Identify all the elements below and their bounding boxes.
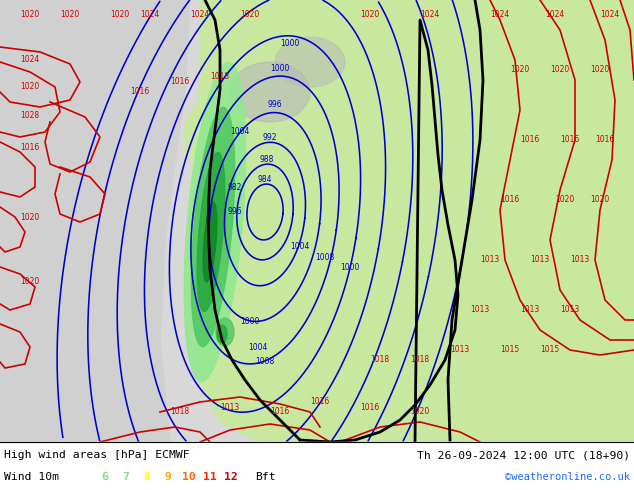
Text: 1015: 1015 xyxy=(540,345,560,354)
Text: 1016: 1016 xyxy=(131,88,150,97)
Text: Th 26-09-2024 12:00 UTC (18+90): Th 26-09-2024 12:00 UTC (18+90) xyxy=(417,450,630,461)
Text: 1013: 1013 xyxy=(470,305,489,315)
Text: 12: 12 xyxy=(224,472,238,482)
Bar xyxy=(0,442,634,490)
Text: 1020: 1020 xyxy=(240,10,260,20)
Text: 1020: 1020 xyxy=(510,66,529,74)
Text: 1013: 1013 xyxy=(521,305,540,315)
Text: 1028: 1028 xyxy=(20,111,39,120)
Text: 1024: 1024 xyxy=(140,10,160,20)
Polygon shape xyxy=(185,82,250,162)
Polygon shape xyxy=(0,0,100,60)
Text: 1020: 1020 xyxy=(60,10,80,20)
Text: 992: 992 xyxy=(262,132,277,142)
Text: 1020: 1020 xyxy=(20,82,39,92)
Text: 1024: 1024 xyxy=(490,10,510,20)
Ellipse shape xyxy=(230,62,310,122)
Text: 1020: 1020 xyxy=(590,196,610,204)
Ellipse shape xyxy=(217,325,227,343)
Text: 1020: 1020 xyxy=(550,66,569,74)
Text: 11: 11 xyxy=(203,472,217,482)
Ellipse shape xyxy=(216,318,234,346)
Text: 6: 6 xyxy=(101,472,108,482)
Ellipse shape xyxy=(191,107,235,346)
Polygon shape xyxy=(0,0,190,442)
Text: 1000: 1000 xyxy=(280,40,300,49)
Text: 1004: 1004 xyxy=(290,243,309,251)
Text: 1016: 1016 xyxy=(560,136,579,145)
Text: Bft: Bft xyxy=(255,472,276,482)
Polygon shape xyxy=(240,0,420,90)
Text: 1016: 1016 xyxy=(311,397,330,407)
Text: 1016: 1016 xyxy=(521,136,540,145)
Text: 1016: 1016 xyxy=(360,402,380,412)
Text: Wind 10m: Wind 10m xyxy=(4,472,59,482)
Text: 1013: 1013 xyxy=(450,345,470,354)
Text: 1008: 1008 xyxy=(315,252,335,262)
Text: 1000: 1000 xyxy=(340,263,359,271)
Text: 1020: 1020 xyxy=(590,66,610,74)
Polygon shape xyxy=(185,0,634,442)
Text: High wind areas [hPa] ECMWF: High wind areas [hPa] ECMWF xyxy=(4,450,190,461)
Text: 984: 984 xyxy=(258,175,272,185)
Text: 1024: 1024 xyxy=(545,10,565,20)
Ellipse shape xyxy=(203,202,217,282)
Ellipse shape xyxy=(275,37,345,87)
Text: 1015: 1015 xyxy=(500,345,520,354)
Ellipse shape xyxy=(184,63,246,381)
Text: ©weatheronline.co.uk: ©weatheronline.co.uk xyxy=(505,472,630,482)
Text: 1004: 1004 xyxy=(230,127,250,137)
Text: 1000: 1000 xyxy=(240,318,260,326)
Text: 1018: 1018 xyxy=(410,356,430,365)
Text: 982: 982 xyxy=(228,182,242,192)
Text: 9: 9 xyxy=(165,472,171,482)
Text: 1024: 1024 xyxy=(190,10,210,20)
Ellipse shape xyxy=(197,152,225,312)
Text: 1016: 1016 xyxy=(171,77,190,87)
Text: 1008: 1008 xyxy=(256,358,275,367)
Text: 988: 988 xyxy=(260,154,274,164)
Text: 1013: 1013 xyxy=(481,255,500,265)
Text: 1016: 1016 xyxy=(595,136,614,145)
Text: 1018: 1018 xyxy=(370,356,389,365)
Text: 996: 996 xyxy=(228,207,242,217)
Text: 1024: 1024 xyxy=(600,10,619,20)
Text: 1024: 1024 xyxy=(420,10,439,20)
Text: 1018: 1018 xyxy=(210,73,230,81)
Text: 1020: 1020 xyxy=(360,10,380,20)
Text: 1020: 1020 xyxy=(110,10,129,20)
Text: 1013: 1013 xyxy=(560,305,579,315)
Text: 1013: 1013 xyxy=(531,255,550,265)
Text: 1013: 1013 xyxy=(571,255,590,265)
Text: 1000: 1000 xyxy=(270,65,290,74)
Text: 996: 996 xyxy=(268,100,282,109)
Text: 1020: 1020 xyxy=(20,10,39,20)
Text: 10: 10 xyxy=(182,472,196,482)
Text: 7: 7 xyxy=(122,472,129,482)
Text: 1020: 1020 xyxy=(410,408,430,416)
Text: 1024: 1024 xyxy=(20,55,39,65)
Text: 1018: 1018 xyxy=(171,408,190,416)
Text: 1020: 1020 xyxy=(555,196,574,204)
Text: 1020: 1020 xyxy=(20,213,39,221)
Text: 1016: 1016 xyxy=(270,408,290,416)
Text: 8: 8 xyxy=(143,472,150,482)
Text: 1016: 1016 xyxy=(500,196,520,204)
Text: 1004: 1004 xyxy=(249,343,268,351)
Text: 1016: 1016 xyxy=(20,143,39,151)
Text: 1013: 1013 xyxy=(221,402,240,412)
Text: 1020: 1020 xyxy=(20,277,39,287)
